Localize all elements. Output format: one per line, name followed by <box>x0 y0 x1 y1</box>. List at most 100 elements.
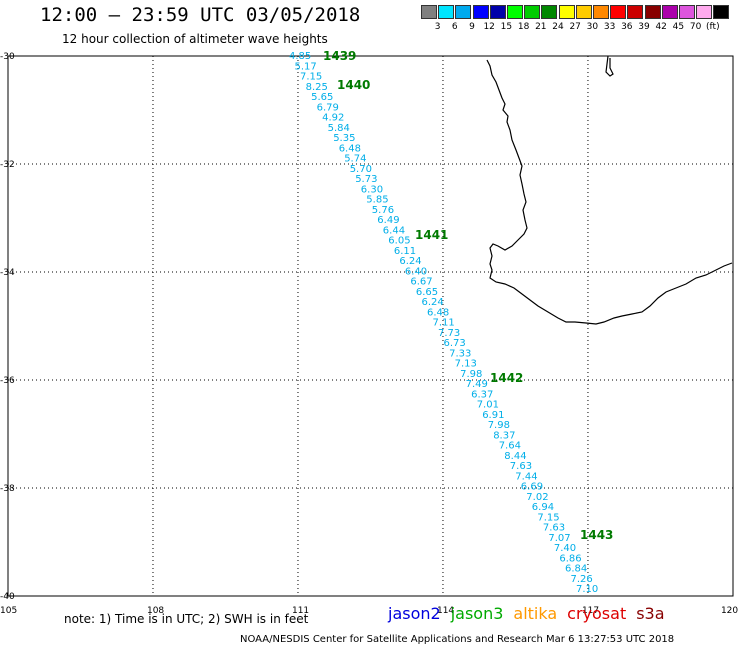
wave-height-value: 7.11 <box>433 318 455 329</box>
wave-height-value: 6.91 <box>482 410 504 421</box>
satellite-track-labels: 4.855.177.158.255.656.794.925.845.356.48… <box>289 49 613 595</box>
wave-height-value: 6.24 <box>399 256 421 267</box>
wave-height-value: 7.02 <box>526 492 548 503</box>
wave-height-value: 7.33 <box>449 348 471 359</box>
legend-label: 27 <box>569 22 581 32</box>
wave-height-value: 4.92 <box>322 113 344 124</box>
wave-height-value: 6.69 <box>521 482 543 493</box>
wave-height-value: 5.70 <box>350 164 372 175</box>
lat-tick-label: -30 <box>0 52 15 62</box>
legend-swatch <box>575 5 592 19</box>
wave-height-value: 6.48 <box>427 307 449 318</box>
orbit-number: 1439 <box>323 49 356 63</box>
legend-label: (ft) <box>706 22 720 32</box>
wave-height-value: 6.44 <box>383 225 405 236</box>
legend-label: 45 <box>672 22 685 32</box>
wave-height-value: 6.05 <box>388 236 410 247</box>
wave-height-value: 5.35 <box>333 133 355 144</box>
legend-swatch <box>679 5 695 19</box>
wave-height-value: 7.13 <box>455 359 477 370</box>
coastline-inlet <box>605 55 614 77</box>
legend-label: 21 <box>535 22 547 32</box>
legend-swatch <box>593 5 609 19</box>
legend-swatch <box>610 5 627 19</box>
satellite-legend: jason2 jason3 altika cryosat s3a <box>388 604 675 623</box>
legend-label: 30 <box>586 22 599 32</box>
wave-height-value: 7.07 <box>548 533 570 544</box>
wave-height-value: 7.98 <box>460 369 482 380</box>
legend-label: 36 <box>621 22 633 32</box>
wave-height-value: 7.10 <box>576 584 598 595</box>
coastline-southwest-australia <box>486 59 733 325</box>
legend-label: 3 <box>434 22 441 32</box>
wave-height-value: 6.84 <box>565 564 587 575</box>
legend-label: 15 <box>500 22 513 32</box>
satellite-jason3: jason3 <box>450 604 504 623</box>
legend-swatch <box>713 5 730 19</box>
lat-tick-label: -34 <box>0 268 15 278</box>
wave-height-value: 7.15 <box>300 72 322 83</box>
lat-tick-label: -40 <box>0 592 15 602</box>
wave-height-value: 6.48 <box>339 143 361 154</box>
wave-height-value: 6.73 <box>444 338 466 349</box>
wave-height-value: 8.44 <box>504 451 526 462</box>
legend-label: 6 <box>451 22 458 32</box>
legend-label: 33 <box>603 22 616 32</box>
longitude-labels: 105 108 111 114 117 120 <box>0 606 738 616</box>
wave-height-value: 5.74 <box>344 154 366 165</box>
lat-tick-label: -38 <box>0 484 15 494</box>
legend-swatch <box>627 5 644 19</box>
legend-swatch <box>507 5 523 19</box>
legend-label: 42 <box>655 22 667 32</box>
satellite-altika: altika <box>513 604 558 623</box>
lat-tick-label: -32 <box>0 160 15 170</box>
wave-height-value: 7.63 <box>510 461 532 472</box>
wave-height-value: 6.79 <box>317 102 339 113</box>
map-title: 12:00 – 23:59 UTC 03/05/2018 <box>40 4 361 26</box>
australia-coastline <box>486 55 733 325</box>
wave-height-value: 5.85 <box>366 195 388 206</box>
units-note: note: 1) Time is in UTC; 2) SWH is in fe… <box>64 612 309 626</box>
satellite-cryosat: cryosat <box>567 604 627 623</box>
wave-height-value: 6.40 <box>405 266 427 277</box>
wave-height-value: 7.40 <box>554 543 576 554</box>
legend-swatch <box>644 5 661 19</box>
orbit-number: 1440 <box>337 78 370 92</box>
orbit-number: 1441 <box>415 228 448 242</box>
lon-tick-label: 105 <box>0 606 17 616</box>
wave-height-value: 7.63 <box>543 523 565 534</box>
wave-height-value: 8.37 <box>493 430 515 441</box>
credit-line: NOAA/NESDIS Center for Satellite Applica… <box>240 634 675 645</box>
wave-height-value: 6.11 <box>394 246 416 257</box>
wave-height-value: 7.64 <box>499 441 521 452</box>
legend-label: 18 <box>517 22 530 32</box>
legend-swatch <box>541 5 558 19</box>
lon-tick-label: 114 <box>437 606 454 616</box>
wave-height-value: 6.65 <box>416 287 438 298</box>
map-frame <box>7 55 734 597</box>
legend-swatch <box>558 5 575 19</box>
legend-swatch <box>489 5 506 19</box>
wave-height-value: 7.26 <box>571 574 593 585</box>
lon-tick-label: 120 <box>721 606 738 616</box>
legend-label: 24 <box>552 22 564 32</box>
satellite-jason2: jason2 <box>388 604 441 623</box>
wave-height-value: 6.86 <box>559 553 581 564</box>
satellite-s3a: s3a <box>636 604 665 623</box>
legend-swatch <box>455 5 472 19</box>
wave-height-value: 7.49 <box>466 379 488 390</box>
lon-tick-label: 111 <box>292 606 309 616</box>
legend-swatch <box>661 5 678 19</box>
wave-height-value: 5.73 <box>355 174 377 185</box>
wave-height-value: 6.30 <box>361 184 383 195</box>
wave-height-value: 6.24 <box>422 297 444 308</box>
wave-height-value: 7.44 <box>515 471 537 482</box>
map-subtitle: 12 hour collection of altimeter wave hei… <box>62 32 328 46</box>
legend-swatch <box>524 5 541 19</box>
latitude-labels: -30 -32 -34 -36 -38 -40 <box>0 52 15 602</box>
legend-swatch <box>421 5 437 19</box>
legend-label: 70 <box>689 22 702 32</box>
wave-height-value: 5.84 <box>328 123 350 134</box>
map-grid <box>7 55 734 597</box>
